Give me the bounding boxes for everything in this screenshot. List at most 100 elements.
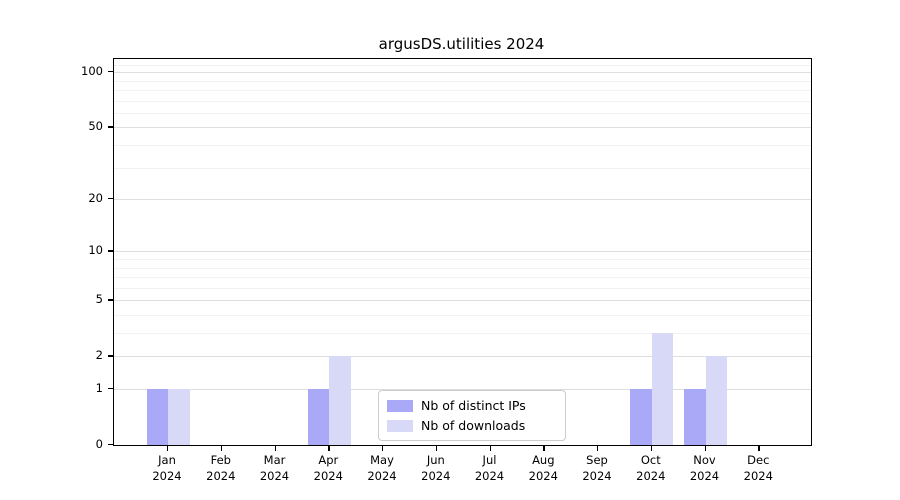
minor-gridline <box>114 287 811 289</box>
y-tick-mark <box>108 355 113 357</box>
y-tick-mark <box>108 444 113 446</box>
x-tick-mark <box>650 446 653 451</box>
legend-label-downloads: Nb of downloads <box>421 418 526 433</box>
minor-gridline <box>114 64 811 66</box>
minor-gridline <box>114 315 811 316</box>
x-tick-mark <box>543 446 545 451</box>
major-gridline <box>114 251 811 253</box>
legend-swatch-downloads-icon <box>387 419 413 432</box>
x-tick-label-feb: Feb 2024 <box>189 452 253 484</box>
x-tick-mark <box>597 446 599 451</box>
x-tick-label-jun: Jun 2024 <box>404 452 468 484</box>
chart-title: argusDS.utilities 2024 <box>378 35 545 53</box>
y-tick-label: 50 <box>88 119 103 134</box>
x-tick-mark <box>382 446 384 451</box>
x-tick-mark <box>704 446 706 451</box>
y-tick-mark <box>108 198 113 200</box>
y-tick-label: 0 <box>95 437 103 451</box>
x-tick-mark <box>167 446 169 451</box>
x-tick-year: 2024 <box>743 469 773 483</box>
x-tick-year: 2024 <box>636 469 666 483</box>
y-tick-label: 1 <box>95 381 103 395</box>
minor-gridline <box>114 277 811 278</box>
minor-gridline <box>114 100 811 102</box>
bar-apr-s0 <box>307 389 330 445</box>
bar-nov-s1 <box>705 356 727 445</box>
x-tick-month: Apr <box>318 453 339 467</box>
x-tick-month: Mar <box>263 453 286 467</box>
y-tick-mark <box>108 71 113 73</box>
x-tick-label-nov: Nov 2024 <box>673 452 737 484</box>
x-tick-mark <box>220 446 223 451</box>
plot-area <box>113 58 812 446</box>
x-tick-year: 2024 <box>689 469 720 483</box>
legend: Nb of distinct IPs Nb of downloads <box>378 390 566 441</box>
x-tick-month: Oct <box>640 453 661 467</box>
legend-swatch-distinct-ips-icon <box>387 399 413 412</box>
x-tick-month: Jun <box>426 453 445 467</box>
x-tick-label-mar: Mar 2024 <box>243 452 307 484</box>
x-tick-month: Dec <box>747 453 770 467</box>
major-gridline <box>114 389 811 390</box>
x-tick-mark <box>274 446 276 451</box>
minor-gridline <box>114 267 811 269</box>
legend-item-downloads: Nb of downloads <box>387 418 555 433</box>
minor-gridline <box>114 113 811 114</box>
minor-gridline <box>114 259 811 260</box>
x-tick-label-aug: Aug 2024 <box>511 452 575 484</box>
bar-apr-s1 <box>329 356 351 445</box>
minor-gridline <box>114 80 811 82</box>
x-tick-year: 2024 <box>259 469 290 483</box>
y-tick-label: 100 <box>81 64 103 79</box>
x-tick-mark <box>758 446 760 451</box>
major-gridline <box>114 356 811 358</box>
x-tick-month: Jul <box>482 453 497 467</box>
x-tick-year: 2024 <box>206 469 236 483</box>
minor-gridline <box>114 167 811 169</box>
x-tick-year: 2024 <box>528 469 558 483</box>
x-tick-year: 2024 <box>367 469 397 483</box>
x-tick-month: Jan <box>158 453 176 467</box>
x-tick-month: May <box>370 453 394 467</box>
x-tick-mark <box>435 446 438 451</box>
y-tick-label: 20 <box>88 191 103 206</box>
bar-nov-s0 <box>684 389 706 445</box>
x-tick-year: 2024 <box>582 469 612 483</box>
x-tick-year: 2024 <box>421 469 451 483</box>
major-gridline <box>114 72 811 74</box>
x-tick-label-apr: Apr 2024 <box>296 452 360 484</box>
y-tick-mark <box>108 250 113 252</box>
y-tick-mark <box>108 126 113 128</box>
x-tick-mark <box>489 446 491 451</box>
x-tick-label-jan: Jan 2024 <box>135 452 199 484</box>
x-tick-year: 2024 <box>152 469 182 483</box>
x-tick-month: Feb <box>210 453 231 467</box>
legend-item-distinct-ips: Nb of distinct IPs <box>387 398 555 413</box>
x-tick-year: 2024 <box>474 469 505 483</box>
y-tick-mark <box>108 388 113 390</box>
x-tick-mark <box>328 446 330 451</box>
x-tick-month: Sep <box>586 453 608 467</box>
major-gridline <box>114 199 811 201</box>
y-tick-label: 5 <box>95 292 103 307</box>
x-tick-label-may: May 2024 <box>350 452 414 484</box>
legend-label-distinct-ips: Nb of distinct IPs <box>421 398 526 413</box>
y-tick-label: 10 <box>88 243 103 258</box>
x-tick-month: Aug <box>532 453 555 467</box>
bar-oct-s0 <box>630 389 652 445</box>
x-tick-label-sep: Sep 2024 <box>565 452 629 484</box>
x-tick-year: 2024 <box>313 469 343 483</box>
y-tick-mark <box>108 299 113 301</box>
minor-gridline <box>114 145 811 147</box>
major-gridline <box>114 127 811 129</box>
x-tick-label-jul: Jul 2024 <box>458 452 522 484</box>
y-tick-label: 2 <box>95 348 103 363</box>
minor-gridline <box>114 333 811 334</box>
bar-jan-s0 <box>146 389 168 445</box>
minor-gridline <box>114 90 811 92</box>
x-tick-label-dec: Dec 2024 <box>726 452 790 484</box>
bar-jan-s1 <box>168 389 190 445</box>
x-tick-label-oct: Oct 2024 <box>619 452 683 484</box>
x-tick-month: Nov <box>693 453 716 467</box>
